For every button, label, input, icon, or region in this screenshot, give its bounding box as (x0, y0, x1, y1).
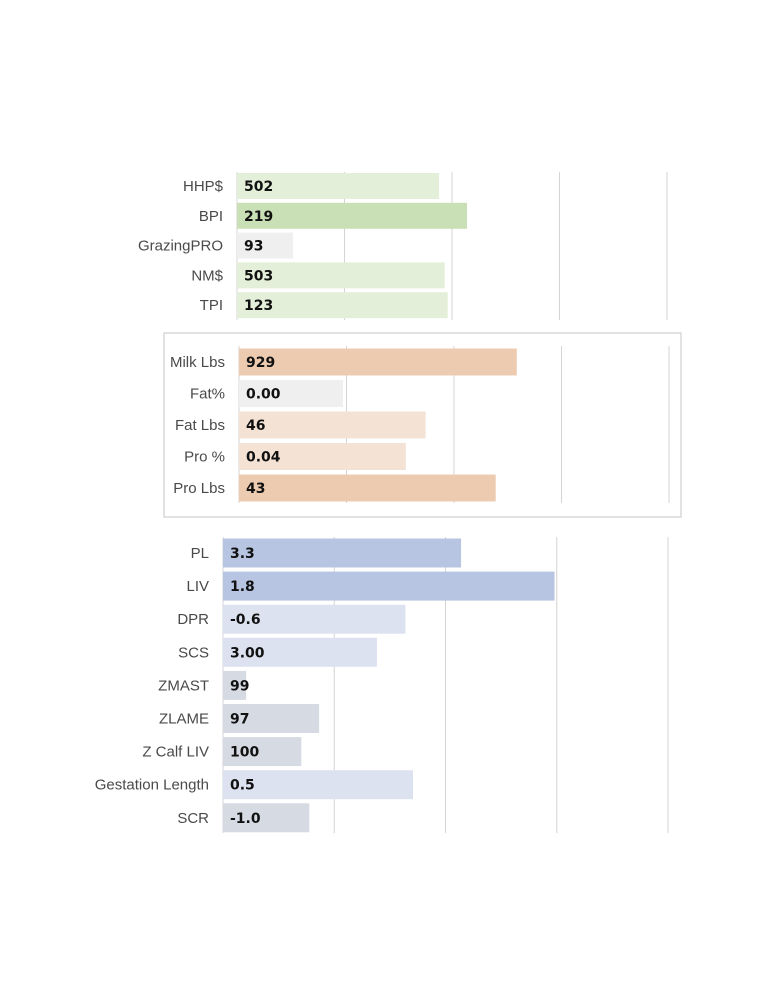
data-label: 1.8 (230, 579, 255, 595)
bar (239, 443, 406, 470)
bar (223, 571, 555, 601)
bar (237, 173, 440, 199)
bar (237, 262, 445, 289)
data-label: 502 (244, 179, 273, 195)
category-label: SCR (177, 810, 209, 827)
category-label: NM$ (191, 267, 223, 284)
data-label: 0.5 (230, 778, 255, 794)
bar (223, 803, 310, 833)
data-label: 3.00 (230, 645, 265, 661)
category-label: Milk Lbs (170, 354, 225, 371)
data-label: 0.00 (246, 387, 281, 403)
category-label: GrazingPRO (138, 238, 223, 255)
data-label: 100 (230, 745, 259, 761)
category-label: BPI (199, 208, 223, 225)
panel-2-frame (163, 332, 682, 518)
data-label: -0.6 (230, 612, 261, 628)
category-label: PL (191, 545, 209, 562)
bar (223, 770, 414, 800)
data-label: 93 (244, 239, 263, 255)
category-label: SCS (178, 644, 209, 661)
category-label: TPI (200, 297, 223, 314)
data-label: 503 (244, 268, 273, 284)
category-label: Fat% (190, 386, 225, 403)
data-label: 219 (244, 209, 273, 225)
data-label: 123 (244, 298, 273, 314)
bar (223, 737, 302, 767)
data-label: 46 (246, 418, 265, 434)
data-label: -1.0 (230, 811, 261, 827)
bar (237, 232, 293, 259)
category-label: ZLAME (159, 711, 209, 728)
category-label: Gestation Length (95, 777, 209, 794)
category-label: Pro % (184, 449, 225, 466)
category-label: DPR (177, 611, 209, 628)
bar (239, 348, 517, 376)
category-label: Z Calf LIV (142, 744, 209, 761)
category-label: HHP$ (183, 178, 224, 195)
data-label: 97 (230, 712, 249, 728)
bar (223, 538, 462, 568)
bar (223, 704, 320, 733)
data-label: 99 (230, 678, 249, 694)
data-label: 929 (246, 355, 275, 371)
bar (239, 411, 426, 439)
data-label: 0.04 (246, 450, 281, 466)
bar (237, 292, 448, 319)
bar (223, 637, 377, 667)
data-label: 43 (246, 481, 265, 497)
data-label: 3.3 (230, 546, 255, 562)
category-label: Fat Lbs (175, 417, 225, 434)
bar (239, 474, 496, 502)
bar (223, 670, 247, 700)
category-label: ZMAST (158, 677, 209, 694)
bar (223, 604, 406, 634)
bar (237, 202, 468, 229)
category-label: LIV (186, 578, 209, 595)
bar (239, 380, 344, 407)
category-label: Pro Lbs (173, 480, 225, 497)
